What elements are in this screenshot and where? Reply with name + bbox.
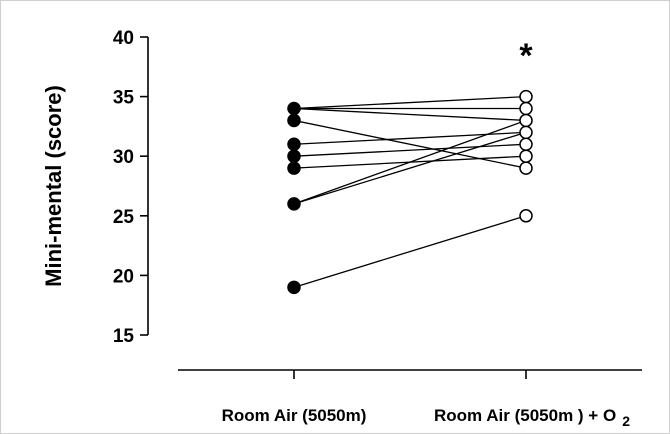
point-room-air-o2 bbox=[519, 137, 533, 152]
y-axis-label: Mini-mental (score) bbox=[41, 85, 66, 287]
point-room-air bbox=[287, 197, 301, 211]
point-room-air-o2 bbox=[519, 161, 533, 175]
point-room-air bbox=[287, 113, 301, 128]
point-room-air-o2 bbox=[519, 101, 533, 116]
x-axis bbox=[178, 369, 642, 379]
y-tick-label: 15 bbox=[113, 326, 135, 347]
category-label-room-air: Room Air (5050m) bbox=[222, 406, 367, 425]
data-points bbox=[287, 89, 533, 295]
point-room-air bbox=[287, 280, 301, 295]
pair-line bbox=[293, 119, 527, 205]
point-room-air-o2 bbox=[519, 89, 533, 104]
pair-line bbox=[293, 215, 527, 288]
point-room-air-o2 bbox=[519, 125, 533, 140]
point-room-air bbox=[287, 161, 301, 175]
pair-line bbox=[293, 107, 527, 122]
subscript-2: 2 bbox=[622, 413, 630, 429]
point-room-air-o2 bbox=[519, 113, 533, 128]
significance-asterisk: * bbox=[519, 37, 533, 75]
y-tick-label: 25 bbox=[113, 207, 135, 228]
pair-line bbox=[293, 143, 527, 157]
point-room-air bbox=[287, 101, 301, 116]
y-tick-label: 40 bbox=[113, 28, 134, 49]
pair-line bbox=[293, 95, 527, 110]
y-tick-label: 35 bbox=[113, 88, 135, 109]
y-tick-label: 20 bbox=[113, 266, 134, 287]
point-room-air bbox=[287, 137, 301, 152]
pair-line bbox=[293, 131, 527, 205]
y-tick-label: 30 bbox=[113, 147, 134, 168]
pair-lines bbox=[293, 95, 527, 288]
y-axis: 15 20 25 30 35 40 bbox=[113, 28, 149, 347]
point-room-air bbox=[287, 149, 301, 163]
point-room-air-o2 bbox=[519, 149, 533, 163]
pair-line bbox=[293, 119, 527, 169]
point-room-air-o2 bbox=[519, 209, 533, 223]
